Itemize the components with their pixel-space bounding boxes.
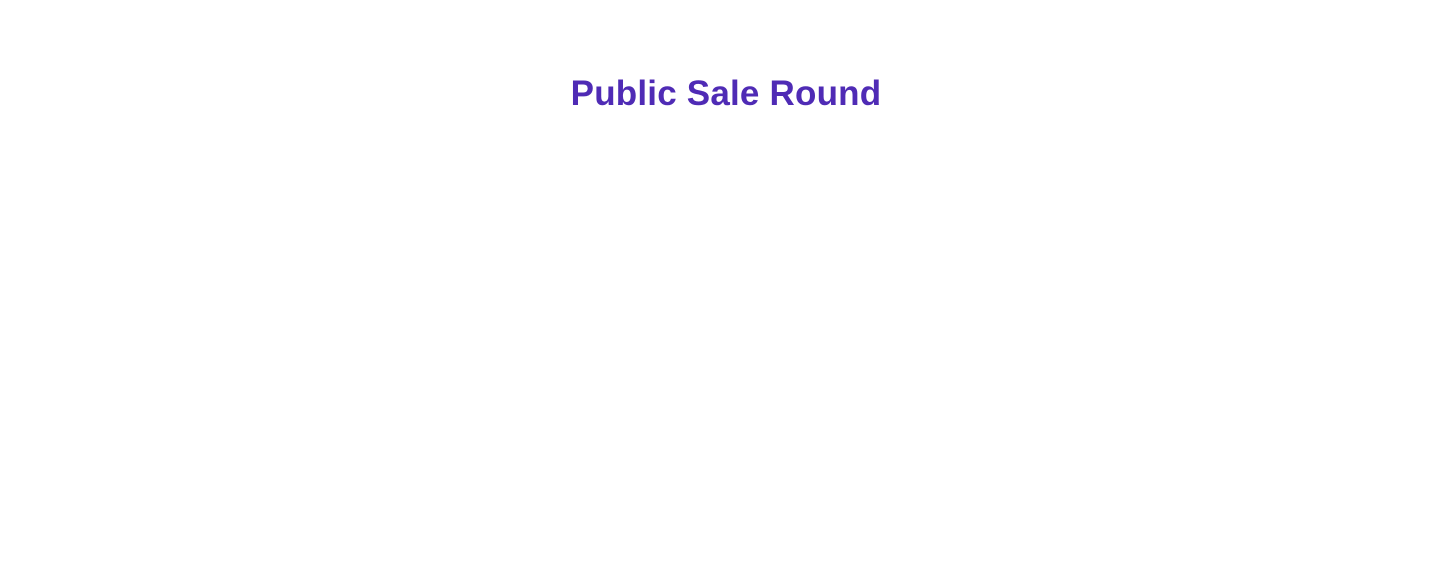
content-area	[0, 140, 1440, 576]
section-title: Public Sale Round	[570, 74, 882, 113]
